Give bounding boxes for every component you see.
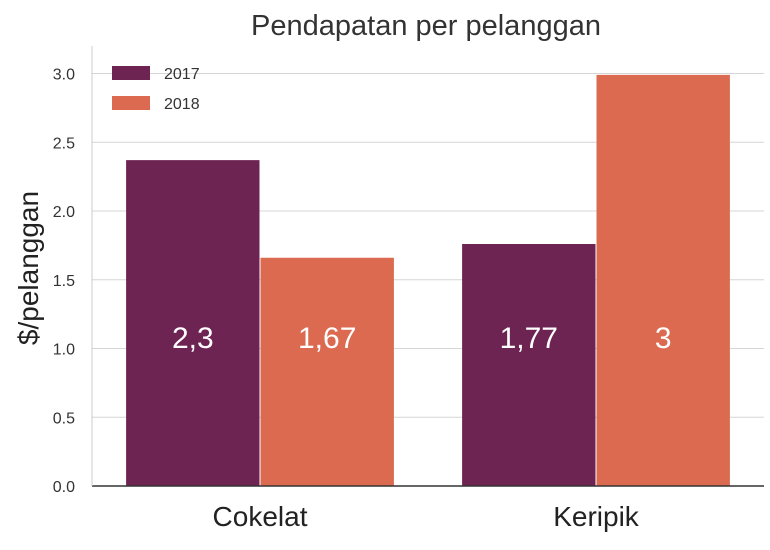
legend-label: 2017 <box>164 66 200 83</box>
legend-swatch <box>112 66 150 80</box>
x-tick-label: Keripik <box>553 501 640 532</box>
bar-value-label: 3 <box>655 322 672 355</box>
legend: 2017 2018 <box>112 66 200 113</box>
chart-title: Pendapatan per pelanggan <box>251 10 601 42</box>
legend-swatch <box>112 96 150 110</box>
bar-labels: 2,3 1,67 1,77 3 <box>172 322 672 355</box>
y-tick-label: 1.0 <box>53 342 75 359</box>
y-tick-label: 0.5 <box>53 410 75 427</box>
y-tick-label: 0.0 <box>53 479 75 496</box>
bar-2017-keripik <box>462 244 596 486</box>
legend-label: 2018 <box>164 96 200 113</box>
y-axis-label: $/pelanggan <box>13 191 44 345</box>
y-tick-label: 2.0 <box>53 204 75 221</box>
bar-value-label: 1,77 <box>500 322 558 355</box>
bar-value-label: 2,3 <box>172 322 214 355</box>
y-tick-label: 1.5 <box>53 273 75 290</box>
bars <box>126 74 730 486</box>
bar-value-label: 1,67 <box>298 322 356 355</box>
y-tick-label: 2.5 <box>53 135 75 152</box>
y-ticks: 0.0 0.5 1.0 1.5 2.0 2.5 3.0 <box>53 67 75 497</box>
bar-2018-keripik <box>596 74 730 486</box>
x-tick-label: Cokelat <box>213 501 308 532</box>
bar-2018-cokelat <box>260 257 394 486</box>
bar-2017-cokelat <box>126 160 260 486</box>
x-ticks: Cokelat Keripik <box>213 501 640 532</box>
y-tick-label: 3.0 <box>53 67 75 84</box>
